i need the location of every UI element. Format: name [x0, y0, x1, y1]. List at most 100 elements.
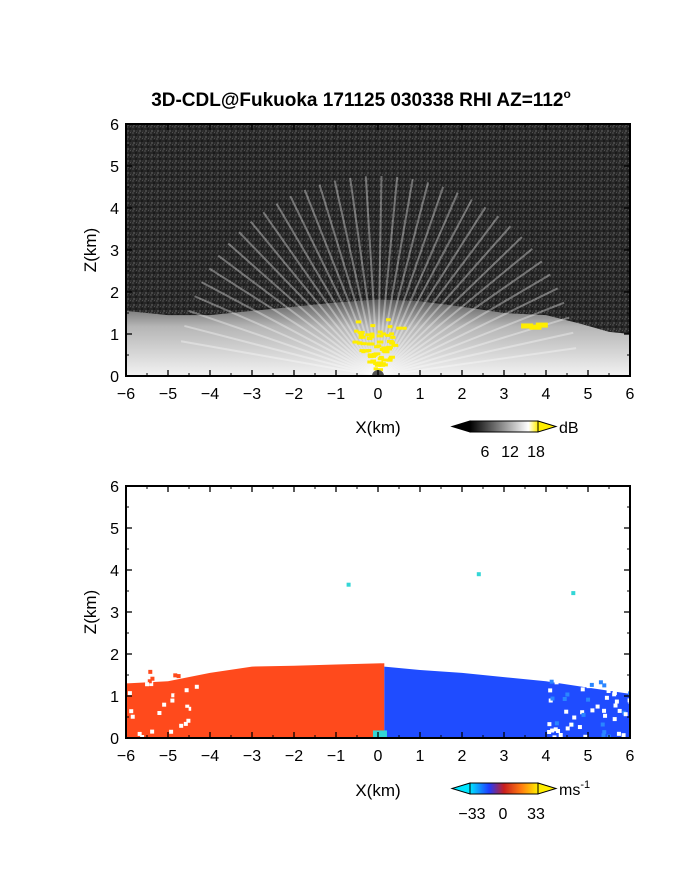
strong-echo-cell — [376, 361, 384, 365]
velocity-speckle — [603, 713, 608, 718]
strong-echo-cell — [360, 342, 367, 346]
velocity-speckle — [613, 703, 618, 708]
radial-beam — [217, 254, 379, 376]
reflectivity-xlabel: X(km) — [355, 418, 400, 437]
velocity-xtick-label: 1 — [416, 748, 425, 765]
figure-title: 3D-CDL@Fukuoka 171125 030338 RHI AZ=112o — [151, 87, 571, 111]
velocity-speckle — [183, 721, 188, 726]
strong-echo-cell — [368, 355, 374, 359]
strong-echo-cell — [367, 353, 374, 357]
isolated-velocity-point — [571, 591, 576, 596]
velocity-speckle — [564, 709, 569, 714]
velocity-speckle — [621, 733, 626, 738]
velocity-speckle — [163, 692, 168, 697]
velocity-speckle — [554, 680, 559, 685]
reflectivity-data — [126, 176, 630, 376]
strong-echo-cell — [370, 324, 376, 328]
reflectivity-ytick-label: 4 — [110, 201, 119, 218]
strong-echo-cell — [396, 326, 403, 330]
velocity-speckle — [129, 709, 134, 714]
velocity-speckle — [586, 684, 591, 689]
radial-beam — [180, 340, 379, 376]
velocity-speckle — [606, 689, 611, 694]
velocity-speckle — [181, 670, 186, 675]
strong-echo-cell — [386, 358, 393, 362]
strong-echo-cell — [381, 346, 387, 350]
reflectivity-colorbar-tick-label: 18 — [527, 444, 545, 461]
reflectivity-colorbar-gradient — [469, 420, 539, 433]
velocity-speckle — [179, 723, 184, 728]
radial-beam — [377, 206, 487, 376]
reflectivity-axes: −6 −5 −4 −3 −2 −1 0 1 2 3 4 5 6 0 1 2 3 4 5 6 — [110, 117, 634, 403]
reflectivity-xtick-label: −2 — [285, 386, 303, 403]
strong-echo-cell — [360, 335, 366, 339]
velocity-unit-exponent: -1 — [580, 779, 590, 791]
strong-echo-cell — [366, 337, 373, 341]
radial-beam — [227, 242, 379, 376]
velocity-speckle — [165, 674, 170, 679]
strong-echo-cell — [366, 342, 373, 346]
velocity-speckle — [173, 673, 178, 678]
strong-echo-cell — [529, 324, 542, 330]
velocity-speckle — [586, 697, 591, 702]
strong-echo-cell — [358, 335, 363, 339]
reflectivity-xtick-label: −1 — [327, 386, 345, 403]
velocity-speckle — [184, 688, 189, 693]
strong-echo-cell — [369, 335, 375, 339]
velocity-speckle — [187, 706, 192, 711]
velocity-speckle — [144, 713, 149, 718]
velocity-speckle — [572, 715, 577, 720]
strong-echo-cell — [371, 354, 376, 358]
reflectivity-ytick-label: 1 — [110, 327, 119, 344]
reflectivity-xtick-label: 6 — [626, 386, 635, 403]
reflectivity-xtick-label: 5 — [584, 386, 593, 403]
strong-echo-cell — [376, 334, 384, 338]
strong-echo-cell — [381, 349, 388, 353]
velocity-speckle — [127, 691, 132, 696]
velocity-speckle — [547, 722, 552, 727]
velocity-speckle — [150, 729, 155, 734]
velocity-axes: −6 −5 −4 −3 −2 −1 0 1 2 3 4 5 6 0 1 2 3 4 5 6 — [110, 479, 634, 765]
reflectivity-ytick-label: 2 — [110, 285, 119, 302]
strong-echo-cell — [373, 362, 379, 366]
strong-echo-cell — [387, 325, 393, 329]
velocity-speckle — [145, 682, 150, 687]
velocity-speckle — [157, 711, 162, 716]
velocity-speckle — [553, 727, 558, 732]
velocity-speckle — [548, 688, 553, 693]
velocity-colorbar-unit: ms-1 — [559, 779, 590, 799]
velocity-speckle — [171, 693, 176, 698]
strong-echo-cell — [386, 339, 394, 343]
strong-echo-cell — [367, 360, 373, 364]
radial-beam — [377, 273, 551, 376]
radial-beam — [377, 248, 533, 376]
velocity-speckle — [556, 728, 561, 733]
velocity-panel: −6 −5 −4 −3 −2 −1 0 1 2 3 4 5 6 0 1 2 3 4 5 6 X(km) Z(km) m… — [81, 479, 635, 823]
radial-beam — [184, 324, 379, 376]
echo-region — [126, 299, 630, 376]
velocity-data — [126, 572, 630, 738]
radial-beam — [208, 267, 379, 376]
velocity-speckle — [595, 704, 600, 709]
velocity-speckle — [589, 682, 594, 687]
away-velocity-region — [384, 666, 630, 738]
velocity-colorbar-tick-label: −33 — [458, 806, 485, 823]
strong-echo-cell — [355, 320, 362, 324]
strong-echo-cell — [376, 340, 384, 344]
radial-beam — [275, 203, 379, 376]
velocity-ytick-label: 3 — [110, 605, 119, 622]
reflectivity-ytick-label: 6 — [110, 117, 119, 134]
near-zero-velocity-cell — [372, 730, 387, 738]
velocity-ytick-label: 0 — [110, 731, 119, 748]
reflectivity-xtick-label: 4 — [542, 386, 551, 403]
strong-echo-cell — [377, 368, 384, 372]
strong-echo-cell — [379, 347, 386, 351]
reflectivity-xtick-label: 1 — [416, 386, 425, 403]
velocity-ylabel: Z(km) — [81, 590, 100, 634]
strong-echo-cell — [377, 330, 383, 334]
radial-beam — [250, 221, 379, 376]
strong-echo-cell — [381, 332, 386, 336]
velocity-speckle — [552, 735, 557, 738]
velocity-speckle — [549, 679, 554, 684]
velocity-xtick-label: 0 — [374, 748, 383, 765]
